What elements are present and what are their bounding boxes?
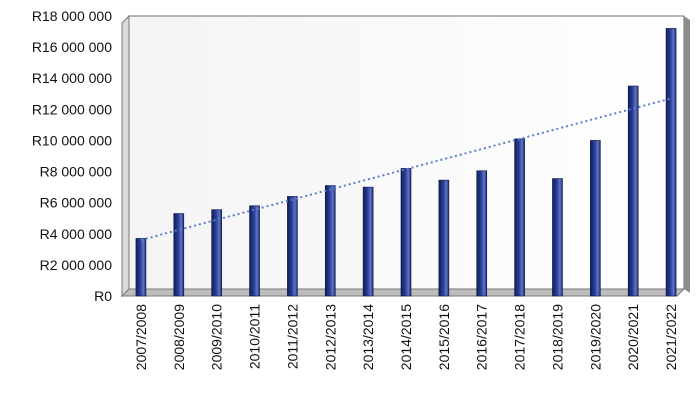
bar (552, 178, 563, 297)
x-tick-label: 2010/2011 (247, 304, 263, 369)
y-tick-label: R12 000 000 (32, 101, 112, 117)
y-tick-label: R10 000 000 (32, 132, 112, 148)
bar (324, 185, 336, 297)
x-tick-label: 2017/2018 (512, 304, 528, 370)
bar (211, 209, 222, 297)
y-tick-label: R4 000 000 (40, 226, 113, 242)
bar (665, 28, 677, 297)
bar (287, 196, 298, 297)
x-tick-label: 2012/2013 (322, 304, 338, 370)
y-tick-label: R18 000 000 (32, 8, 112, 24)
x-axis-tick-labels: 2007/2008 2008/2009 2009/2010 2010/2011 2011… (133, 304, 679, 370)
y-tick-label: R8 000 000 (40, 164, 113, 180)
x-tick-label: 2013/2014 (360, 304, 376, 370)
bar (627, 85, 639, 297)
y-tick-label: R2 000 000 (40, 257, 113, 273)
plot-side-wall (121, 14, 130, 298)
y-tick-label: R6 000 000 (40, 195, 113, 211)
x-tick-label: 2007/2008 (133, 304, 149, 370)
x-tick-label: 2018/2019 (549, 304, 565, 370)
y-tick-label: R16 000 000 (32, 39, 112, 55)
x-tick-label: 2009/2010 (209, 304, 225, 370)
bar (362, 186, 374, 297)
bar (400, 168, 412, 297)
x-tick-label: 2020/2021 (625, 304, 641, 370)
bar (514, 138, 525, 297)
y-tick-label: R0 (94, 288, 112, 304)
y-tick-label: R14 000 000 (32, 70, 112, 86)
x-tick-label: 2011/2012 (284, 304, 300, 369)
bar (476, 170, 488, 297)
bar (173, 213, 185, 297)
x-tick-label: 2019/2020 (587, 304, 603, 370)
y-axis-tick-labels: R0 R2 000 000 R4 000 000 R6 000 000 R8 000 0… (32, 8, 112, 304)
bar (135, 238, 147, 297)
trendline (140, 97, 672, 241)
x-tick-label: 2008/2009 (171, 304, 187, 370)
bars-group (135, 28, 677, 297)
x-tick-label: 2014/2015 (398, 304, 414, 370)
bar (590, 140, 601, 297)
bar (438, 179, 450, 297)
x-tick-label: 2015/2016 (436, 304, 452, 370)
x-tick-label: 2016/2017 (474, 304, 490, 370)
trendline-group (140, 97, 672, 241)
plot-right-edge (684, 16, 690, 293)
bar (249, 205, 260, 297)
x-tick-label: 2021/2022 (663, 304, 679, 370)
